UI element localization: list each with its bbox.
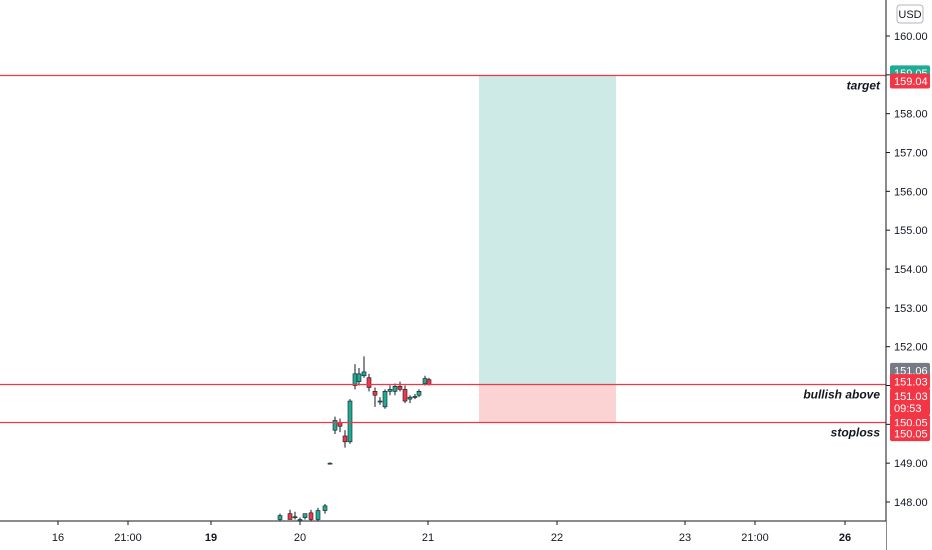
time-tick-label: 26 bbox=[839, 532, 851, 544]
time-axis-ticks: 16 21:00 19 20 21 22 23 21:00 26 bbox=[52, 521, 851, 544]
time-tick-label: 23 bbox=[679, 532, 691, 544]
price-tag-text: 09:53 bbox=[894, 403, 922, 415]
candle-body bbox=[426, 379, 432, 385]
candle-body bbox=[352, 373, 358, 386]
currency-button[interactable]: USD bbox=[896, 4, 924, 24]
candle-body bbox=[327, 462, 333, 465]
candle-body bbox=[412, 396, 418, 398]
time-tick-label: 21:00 bbox=[741, 532, 769, 544]
time-tick-label: 21:00 bbox=[114, 532, 142, 544]
candle-body bbox=[342, 435, 348, 443]
price-tag bbox=[890, 426, 930, 442]
candles bbox=[277, 356, 432, 524]
candle-body bbox=[382, 391, 388, 408]
candle-body bbox=[277, 515, 283, 520]
time-tick-label: 21 bbox=[422, 532, 434, 544]
currency-label[interactable]: USD bbox=[898, 9, 921, 21]
time-tick-label: 19 bbox=[205, 532, 217, 544]
candle-body bbox=[361, 371, 367, 377]
price-tag-text: 151.03 bbox=[894, 377, 928, 389]
price-axis-bg bbox=[886, 0, 932, 550]
candle-body bbox=[347, 400, 353, 443]
candle-body bbox=[322, 505, 328, 511]
loss-zone[interactable] bbox=[479, 384, 616, 423]
candle-body bbox=[315, 510, 321, 520]
price-tag bbox=[890, 400, 930, 416]
price-tags: 159.05159.04151.06151.03151.0309:53150.0… bbox=[890, 65, 930, 442]
price-tick-label: 158.00 bbox=[894, 109, 928, 121]
candle-body bbox=[292, 516, 298, 519]
candle-body bbox=[287, 513, 293, 520]
candle-body bbox=[308, 512, 314, 520]
horizontal-lines: target bullish above stoploss bbox=[0, 74, 886, 440]
currency-button-bg[interactable] bbox=[896, 4, 924, 24]
bullish-above-label: bullish above bbox=[803, 388, 880, 402]
time-tick-label: 22 bbox=[551, 532, 563, 544]
price-tag bbox=[890, 414, 930, 430]
time-axis-bg bbox=[0, 521, 886, 550]
candle-body bbox=[356, 373, 362, 382]
candle-body bbox=[377, 400, 383, 403]
profit-zone[interactable] bbox=[479, 74, 616, 385]
price-tick-label: 148.00 bbox=[894, 497, 928, 509]
time-tick-label: 16 bbox=[52, 532, 64, 544]
candle-body bbox=[372, 391, 378, 396]
price-tag bbox=[890, 374, 930, 390]
time-tick-label: 20 bbox=[294, 532, 306, 544]
target-label: target bbox=[847, 79, 881, 93]
candle-body bbox=[397, 385, 403, 390]
price-tick-label: 156.00 bbox=[894, 186, 928, 198]
candle-body bbox=[302, 513, 308, 518]
price-tick-label: 154.00 bbox=[894, 264, 928, 276]
candle-body bbox=[392, 385, 398, 392]
stoploss-label: stoploss bbox=[831, 426, 881, 440]
price-tag-text: 150.05 bbox=[894, 429, 928, 441]
price-tick-label: 155.00 bbox=[894, 225, 928, 237]
price-tag-text: 151.03 bbox=[894, 391, 928, 403]
candle-body bbox=[407, 396, 413, 400]
price-tag bbox=[890, 362, 930, 378]
candle-body bbox=[422, 378, 428, 384]
price-tag bbox=[890, 388, 930, 404]
candle-body bbox=[416, 391, 422, 396]
price-tick-label: 157.00 bbox=[894, 148, 928, 160]
candle-body bbox=[332, 420, 338, 431]
candle-body bbox=[387, 389, 393, 392]
price-tick-label: 153.00 bbox=[894, 303, 928, 315]
price-tick-label: 149.00 bbox=[894, 458, 928, 470]
candle-body bbox=[366, 377, 372, 388]
candle-body bbox=[402, 389, 408, 402]
price-tick-label: 152.00 bbox=[894, 342, 928, 354]
price-tick-label: 160.00 bbox=[894, 31, 928, 43]
price-tag bbox=[890, 73, 930, 89]
price-tag-text: 159.04 bbox=[894, 76, 928, 88]
